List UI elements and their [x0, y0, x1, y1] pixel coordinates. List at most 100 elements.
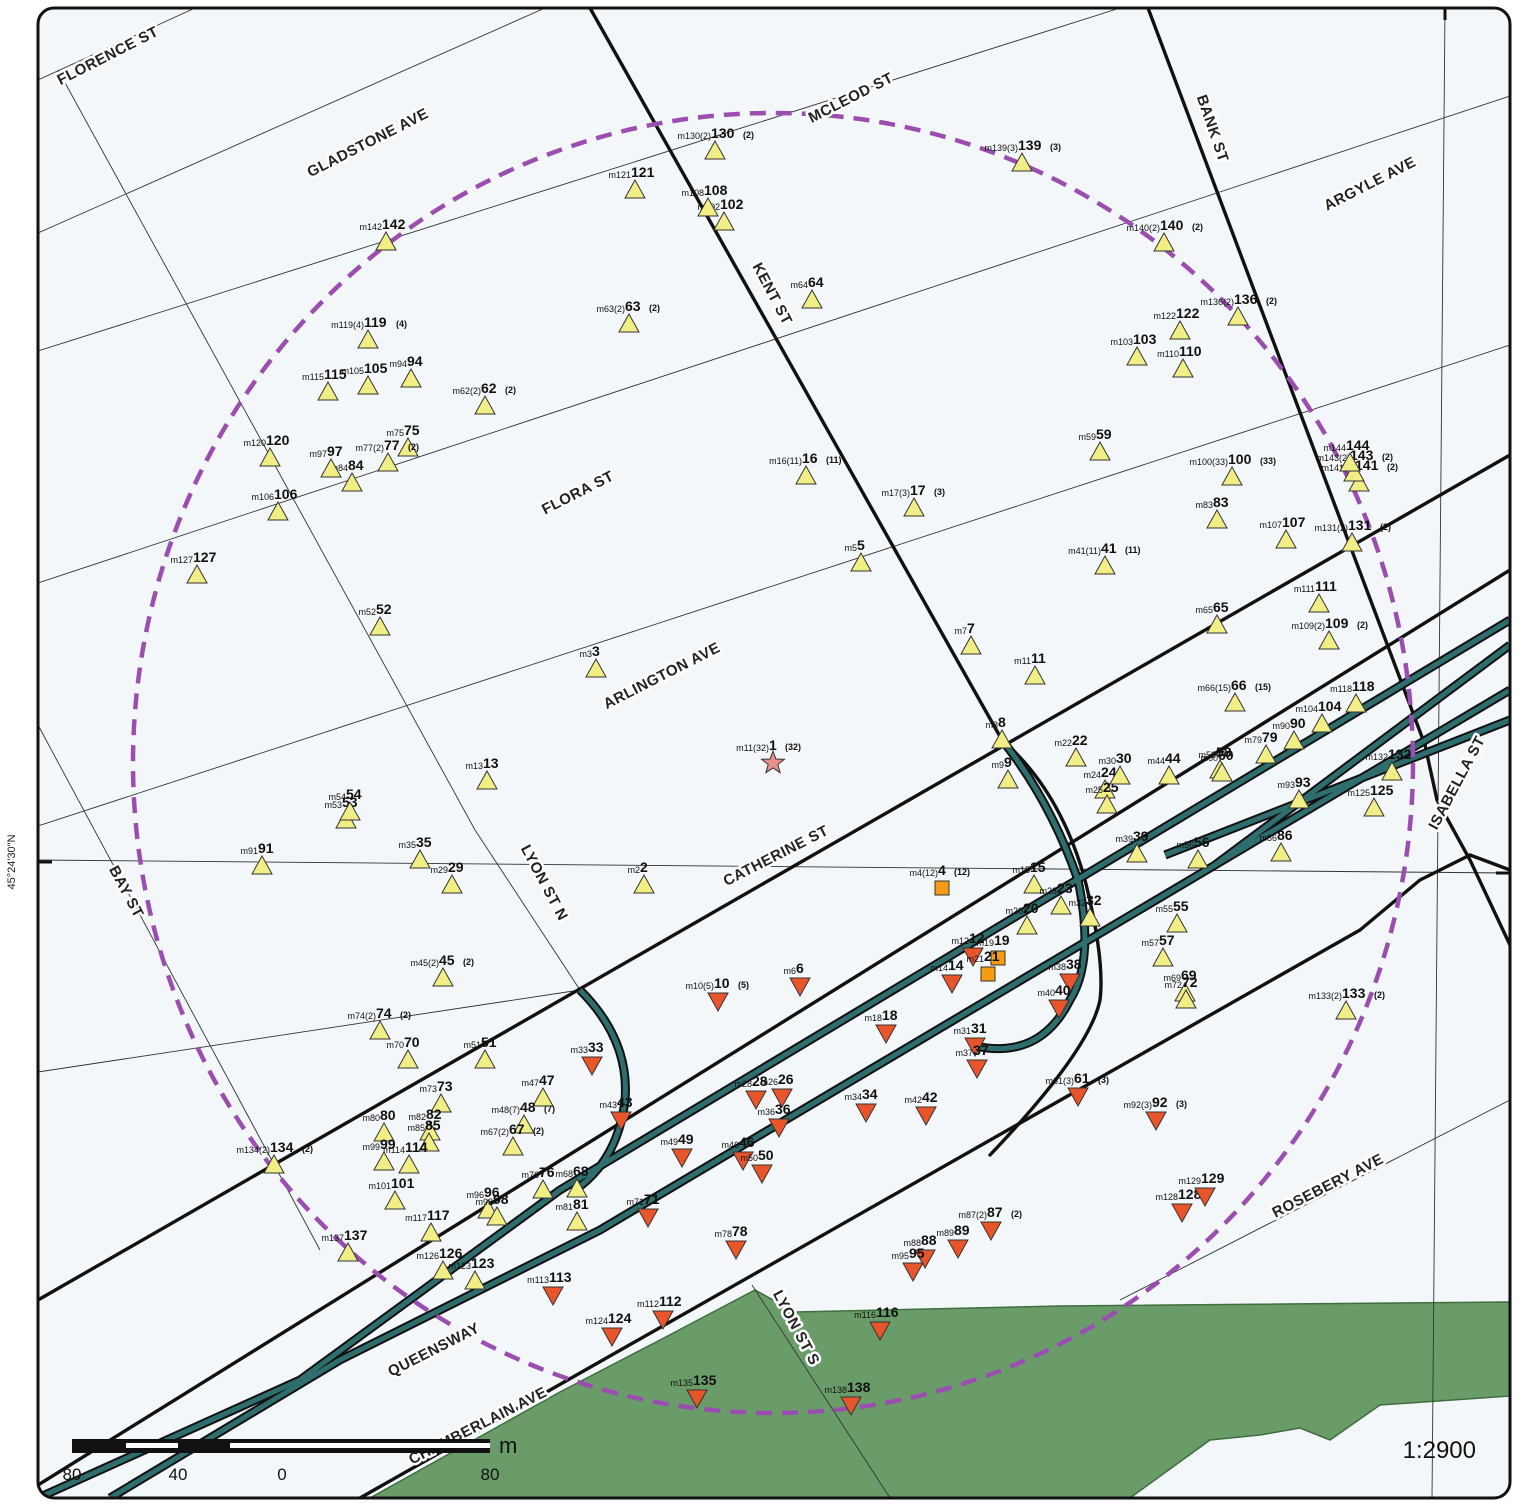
- marker-number: 114: [405, 1139, 428, 1155]
- marker-number: 105: [364, 360, 388, 376]
- marker-sublabel: m124: [585, 1316, 608, 1326]
- marker-number: 142: [382, 216, 406, 232]
- marker-sublabel: m121: [608, 170, 631, 180]
- marker-count: (2): [1387, 462, 1398, 472]
- scale-tick-2: 0: [277, 1465, 286, 1484]
- marker-sublabel: m128: [1155, 1192, 1178, 1202]
- marker-sublabel: m64: [790, 280, 808, 290]
- marker-sublabel: m81: [555, 1202, 573, 1212]
- marker-sublabel: m14: [930, 963, 948, 973]
- marker-number: 26: [778, 1071, 794, 1087]
- marker-count: (12): [954, 867, 970, 877]
- marker-sublabel: m42: [904, 1095, 922, 1105]
- marker-sublabel: m89: [936, 1228, 954, 1238]
- marker-number: 90: [1290, 715, 1306, 731]
- marker-number: 86: [1277, 827, 1293, 843]
- marker-sublabel: m13: [465, 761, 483, 771]
- marker-number: 75: [404, 422, 420, 438]
- marker-number: 98: [493, 1191, 509, 1207]
- marker-number: 60: [1218, 747, 1234, 763]
- marker-count: (2): [1382, 452, 1393, 462]
- marker-sublabel: m20: [1005, 906, 1023, 916]
- marker-number: 95: [909, 1245, 925, 1261]
- marker-number: 45: [439, 952, 455, 968]
- marker-number: 5: [857, 537, 865, 553]
- marker-number: 129: [1201, 1170, 1225, 1186]
- marker-number: 67: [509, 1121, 525, 1137]
- marker-sublabel: m12: [951, 936, 969, 946]
- marker-number: 123: [471, 1255, 495, 1271]
- marker-sublabel: m55: [1155, 904, 1173, 914]
- marker-number: 120: [266, 432, 290, 448]
- marker-count: (2): [1380, 522, 1391, 532]
- marker-count: (7): [544, 1104, 555, 1114]
- marker-sublabel: m131(2): [1314, 523, 1348, 533]
- marker-number: 100: [1228, 451, 1252, 467]
- marker-sublabel: m98: [475, 1197, 493, 1207]
- marker-number: 92: [1152, 1094, 1168, 1110]
- marker-sublabel: m132: [1365, 752, 1388, 762]
- marker-count: (11): [1125, 545, 1141, 555]
- marker-number: 35: [416, 834, 432, 850]
- marker-number: 66: [1231, 677, 1247, 693]
- marker-sublabel: m109(2): [1291, 621, 1325, 631]
- marker-sublabel: m142: [359, 222, 382, 232]
- marker-count: (2): [743, 130, 754, 140]
- marker-sublabel: m95: [891, 1251, 909, 1261]
- marker-number: 115: [324, 366, 347, 382]
- marker-count: (2): [1374, 990, 1385, 1000]
- marker-sublabel: m63(2): [596, 304, 625, 314]
- marker-number: 132: [1388, 746, 1412, 762]
- marker-number: 91: [258, 840, 274, 856]
- marker-number: 1: [769, 737, 777, 753]
- marker-number: 17: [910, 482, 926, 498]
- marker-sublabel: m127: [170, 555, 193, 565]
- marker-count: (2): [1011, 1209, 1022, 1219]
- marker-sublabel: m33: [570, 1045, 588, 1055]
- marker-sublabel: m73: [419, 1084, 437, 1094]
- marker-number: 41: [1101, 540, 1117, 556]
- marker-sublabel: m29: [430, 865, 448, 875]
- marker-number: 56: [1194, 834, 1210, 850]
- marker-number: 44: [1165, 750, 1181, 766]
- marker-number: 134: [270, 1139, 294, 1155]
- marker-sublabel: m52: [358, 607, 376, 617]
- marker-sublabel: m110: [1157, 349, 1179, 359]
- marker-sublabel: m116: [854, 1310, 876, 1320]
- marker-count: (3): [1176, 1099, 1187, 1109]
- marker-number: 9: [1004, 754, 1012, 770]
- square-icon: [935, 881, 949, 895]
- marker-number: 36: [775, 1101, 791, 1117]
- marker-count: (4): [396, 319, 407, 329]
- marker-number: 74: [376, 1005, 392, 1021]
- marker-sublabel: m78: [714, 1229, 732, 1239]
- marker-sublabel: m16(11): [769, 456, 802, 466]
- marker-number: 7: [967, 620, 975, 636]
- marker-number: 38: [1066, 956, 1082, 972]
- marker-sublabel: m31: [953, 1026, 971, 1036]
- marker-number: 46: [739, 1134, 755, 1150]
- marker-number: 131: [1348, 517, 1372, 533]
- marker-sublabel: m115: [302, 372, 324, 382]
- marker-number: 125: [1370, 782, 1394, 798]
- marker-sublabel: m103: [1110, 337, 1133, 347]
- marker-sublabel: m136(2): [1200, 297, 1234, 307]
- marker-number: 16: [802, 450, 818, 466]
- marker-sublabel: m22: [1054, 738, 1072, 748]
- marker-number: 62: [481, 380, 497, 396]
- marker-sublabel: m123: [448, 1261, 471, 1271]
- marker-number: 85: [425, 1117, 441, 1133]
- marker-sublabel: m57: [1141, 938, 1159, 948]
- marker-number: 111: [1315, 578, 1337, 594]
- marker-sublabel: m97: [309, 449, 327, 459]
- marker-number: 108: [704, 182, 728, 198]
- marker-sublabel: m119(4): [331, 320, 364, 330]
- marker-number: 121: [631, 164, 655, 180]
- marker-number: 22: [1072, 732, 1088, 748]
- marker-sublabel: m37: [955, 1048, 973, 1058]
- marker-sublabel: m129: [1178, 1176, 1201, 1186]
- marker-number: 11: [1031, 650, 1046, 666]
- scale-tick-0: 80: [63, 1465, 82, 1484]
- marker-number: 61: [1074, 1070, 1090, 1086]
